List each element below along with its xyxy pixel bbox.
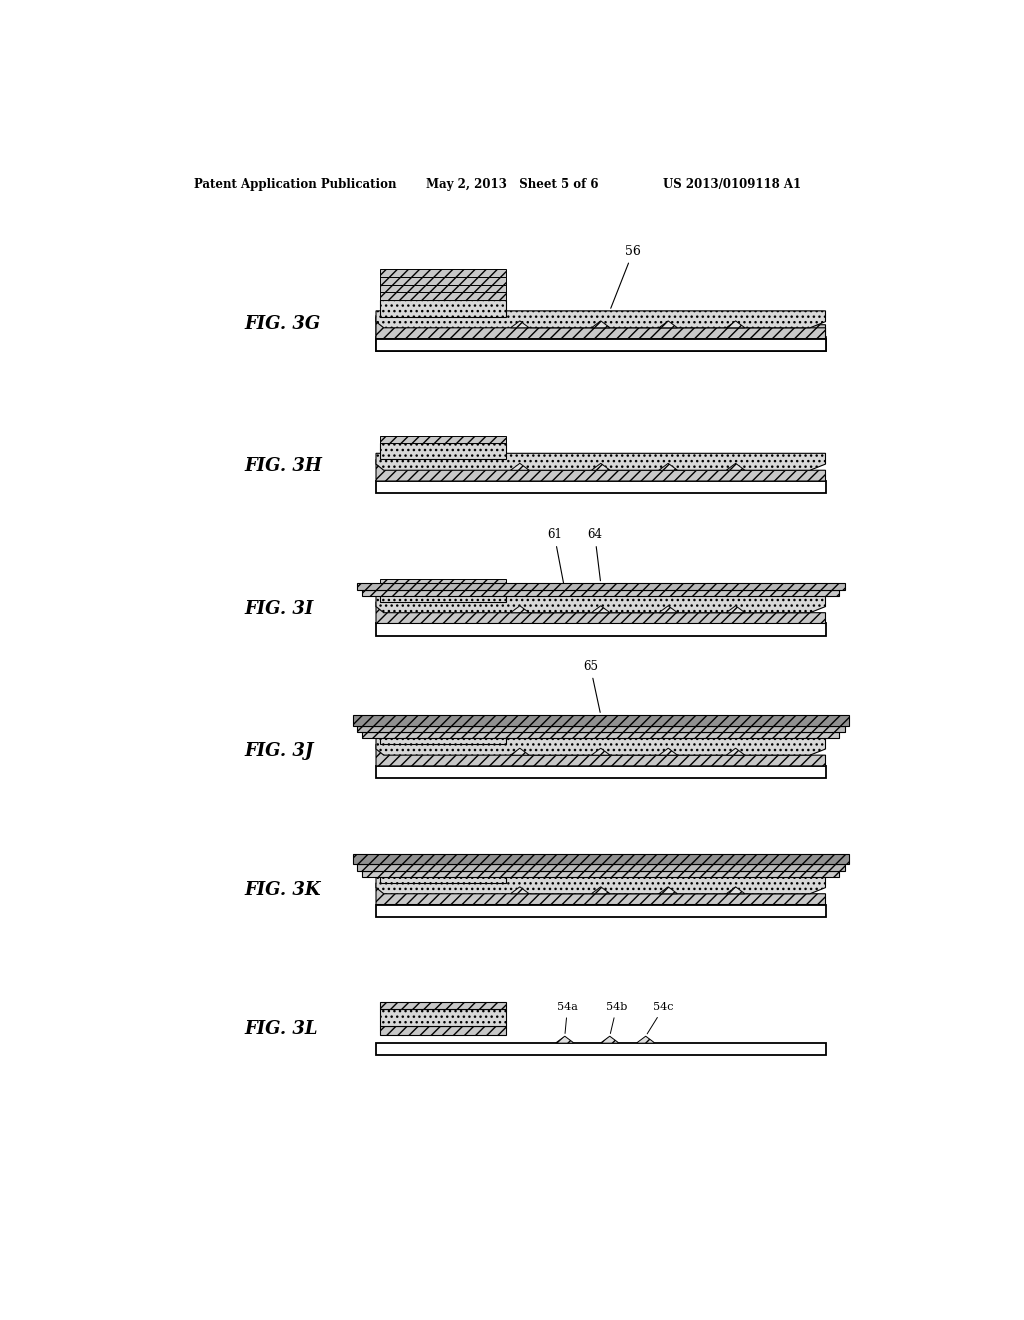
Bar bbox=[380, 727, 506, 744]
Text: 65: 65 bbox=[583, 660, 600, 713]
Text: 64: 64 bbox=[588, 528, 602, 581]
Bar bbox=[362, 871, 840, 876]
Bar bbox=[380, 585, 506, 602]
Polygon shape bbox=[511, 748, 529, 755]
Text: FIG. 3L: FIG. 3L bbox=[245, 1019, 317, 1038]
Polygon shape bbox=[511, 321, 529, 327]
Bar bbox=[376, 1043, 825, 1056]
Text: FIG. 3G: FIG. 3G bbox=[245, 315, 321, 333]
Bar bbox=[376, 766, 825, 779]
Text: May 2, 2013   Sheet 5 of 6: May 2, 2013 Sheet 5 of 6 bbox=[426, 178, 599, 190]
Bar bbox=[380, 269, 506, 277]
Polygon shape bbox=[726, 748, 744, 755]
Polygon shape bbox=[555, 1036, 574, 1043]
Text: FIG. 3K: FIG. 3K bbox=[245, 880, 321, 899]
Polygon shape bbox=[376, 883, 825, 904]
Bar bbox=[380, 1002, 506, 1010]
Polygon shape bbox=[511, 606, 529, 612]
Text: FIG. 3I: FIG. 3I bbox=[245, 599, 313, 618]
Polygon shape bbox=[376, 317, 825, 339]
Bar bbox=[376, 337, 825, 351]
Polygon shape bbox=[376, 459, 825, 480]
Polygon shape bbox=[726, 887, 744, 894]
Polygon shape bbox=[511, 887, 529, 894]
Bar bbox=[380, 579, 506, 585]
Polygon shape bbox=[592, 463, 610, 470]
Polygon shape bbox=[376, 602, 825, 623]
Text: 56: 56 bbox=[610, 244, 641, 309]
Polygon shape bbox=[658, 748, 678, 755]
Polygon shape bbox=[592, 748, 610, 755]
Bar bbox=[362, 590, 840, 595]
Bar bbox=[352, 715, 849, 726]
Bar bbox=[380, 1010, 506, 1026]
Text: FIG. 3H: FIG. 3H bbox=[245, 458, 323, 475]
Polygon shape bbox=[376, 876, 825, 894]
Polygon shape bbox=[511, 463, 529, 470]
Bar bbox=[362, 733, 840, 738]
Text: Patent Application Publication: Patent Application Publication bbox=[194, 178, 396, 190]
Polygon shape bbox=[658, 463, 678, 470]
Polygon shape bbox=[636, 1036, 655, 1043]
Polygon shape bbox=[376, 315, 825, 337]
Text: 54c: 54c bbox=[647, 1002, 674, 1034]
Bar bbox=[376, 339, 825, 351]
Text: 54a: 54a bbox=[557, 1002, 578, 1034]
Bar bbox=[356, 865, 845, 871]
Polygon shape bbox=[658, 321, 678, 327]
Bar bbox=[380, 437, 506, 442]
Bar bbox=[380, 866, 506, 883]
Bar bbox=[380, 1026, 506, 1035]
Polygon shape bbox=[658, 606, 678, 612]
Bar bbox=[356, 726, 845, 733]
Polygon shape bbox=[376, 595, 825, 612]
Polygon shape bbox=[376, 744, 825, 766]
Polygon shape bbox=[592, 887, 610, 894]
Bar bbox=[356, 583, 845, 590]
Bar bbox=[380, 442, 506, 459]
Bar bbox=[380, 721, 506, 727]
Text: FIG. 3J: FIG. 3J bbox=[245, 742, 313, 760]
Polygon shape bbox=[592, 321, 610, 327]
Polygon shape bbox=[376, 738, 825, 755]
Bar bbox=[380, 293, 506, 300]
Bar bbox=[380, 859, 506, 866]
Polygon shape bbox=[376, 312, 825, 327]
Polygon shape bbox=[726, 463, 744, 470]
Bar bbox=[376, 480, 825, 494]
Polygon shape bbox=[592, 606, 610, 612]
Bar bbox=[376, 904, 825, 917]
Polygon shape bbox=[376, 453, 825, 470]
Bar bbox=[376, 623, 825, 636]
Polygon shape bbox=[658, 887, 678, 894]
Text: 61: 61 bbox=[547, 528, 564, 587]
Text: 54b: 54b bbox=[606, 1002, 628, 1034]
Polygon shape bbox=[600, 1036, 620, 1043]
Bar bbox=[380, 300, 506, 317]
Polygon shape bbox=[726, 606, 744, 612]
Text: US 2013/0109118 A1: US 2013/0109118 A1 bbox=[663, 178, 801, 190]
Bar bbox=[380, 285, 506, 293]
Bar bbox=[352, 854, 849, 865]
Polygon shape bbox=[726, 321, 744, 327]
Bar bbox=[380, 277, 506, 285]
